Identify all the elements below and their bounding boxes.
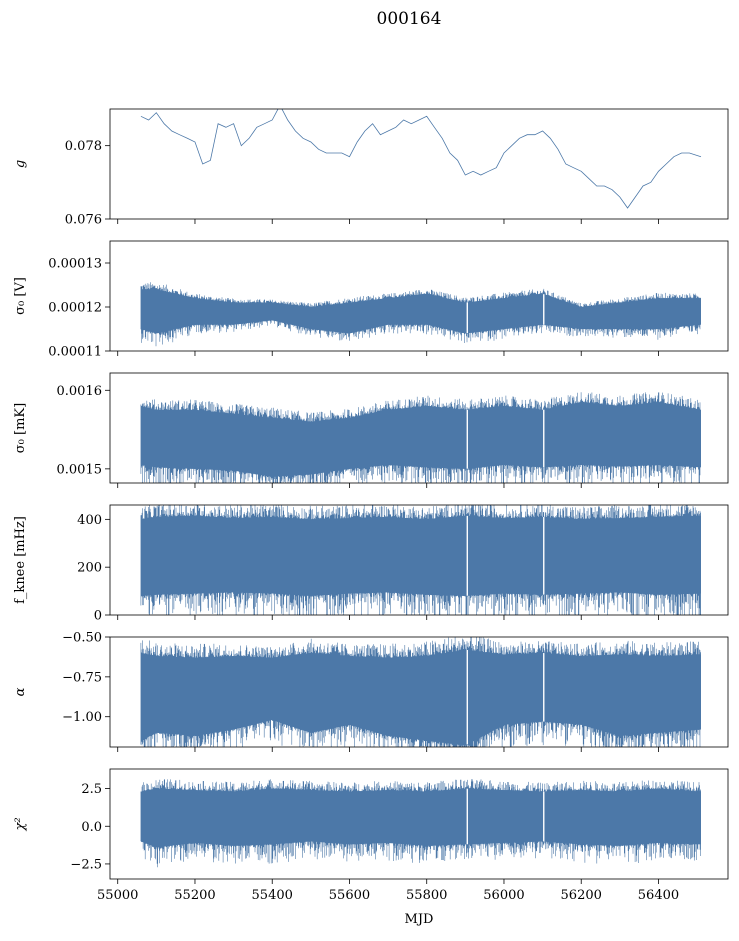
panel-3: 0.0015 0.0016 σ₀ [mK] xyxy=(13,372,729,488)
y-tick-label: −0.75 xyxy=(62,670,102,685)
y-tick-label: 0.0016 xyxy=(57,384,103,399)
y-axis-label: χ² xyxy=(13,817,28,831)
y-tick-label: 0.078 xyxy=(65,139,102,154)
y-tick-label: 0.00013 xyxy=(48,257,102,272)
series-spikes xyxy=(140,282,701,347)
y-tick-label: 0.00011 xyxy=(48,345,102,360)
y-tick-label: −0.50 xyxy=(62,631,102,646)
y-tick-label: 2.5 xyxy=(81,782,102,797)
axes-frame xyxy=(109,504,729,616)
y-tick-label: 400 xyxy=(77,513,102,528)
series-spikes xyxy=(140,392,701,483)
y-axis-label: σ₀ [V] xyxy=(13,277,28,315)
y-tick-label: −1.00 xyxy=(62,710,102,725)
series-spikes xyxy=(140,779,701,868)
series-spikes xyxy=(140,637,701,747)
x-tick-label: 55200 xyxy=(174,888,215,903)
y-tick-label: 200 xyxy=(77,561,102,576)
x-tick-label: 55400 xyxy=(252,888,293,903)
y-axis-label: α xyxy=(13,687,28,696)
x-tick-label: 56200 xyxy=(561,888,602,903)
figure-title: 000164 xyxy=(377,9,442,29)
panel-1: 0.076 0.078 g xyxy=(13,108,729,228)
x-tick-label: 56400 xyxy=(638,888,679,903)
y-axis-label: σ₀ [mK] xyxy=(13,403,28,453)
y-tick-label: 0.076 xyxy=(65,213,102,228)
axes-frame xyxy=(109,372,729,484)
x-tick-label: 55600 xyxy=(329,888,370,903)
x-axis-label: MJD xyxy=(405,912,434,927)
x-tick-label: 55000 xyxy=(97,888,138,903)
series-spikes xyxy=(140,505,701,615)
panel-4: 0 200 400 f_knee [mHz] xyxy=(13,504,729,624)
panel-2: 0.00011 0.00012 0.00013 σ₀ [V] xyxy=(13,240,729,360)
series-line xyxy=(140,109,702,209)
panel-5: −1.00 −0.75 −0.50 α xyxy=(13,631,729,752)
axes-frame xyxy=(109,636,729,748)
x-tick-label: 55800 xyxy=(406,888,447,903)
y-tick-label: 0.0015 xyxy=(57,462,103,477)
axes-frame xyxy=(109,240,729,352)
y-tick-label: 0 xyxy=(94,609,102,624)
axes-frame xyxy=(109,768,729,880)
panel-6: −2.5 0.0 2.5 55000 55200 55400 55600 55800 56000… xyxy=(13,768,729,903)
x-tick-label: 56000 xyxy=(483,888,524,903)
y-axis-label: f_knee [mHz] xyxy=(13,516,28,604)
y-tick-label: −2.5 xyxy=(70,857,102,872)
axes-frame xyxy=(109,108,729,220)
y-tick-label: 0.0 xyxy=(81,820,102,835)
y-tick-label: 0.00012 xyxy=(48,301,102,316)
y-axis-label: g xyxy=(13,160,28,168)
